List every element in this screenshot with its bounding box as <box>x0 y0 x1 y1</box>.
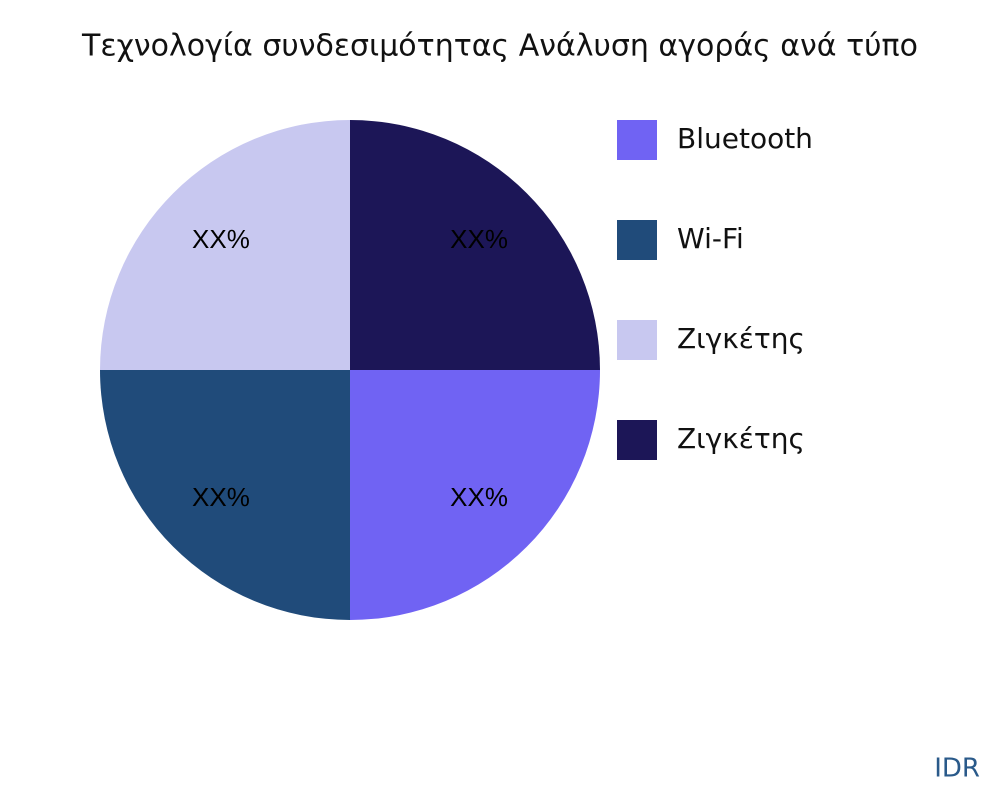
watermark: IDR <box>934 754 980 784</box>
legend-label: Wi-Fi <box>677 222 744 255</box>
pie-slice <box>350 120 600 370</box>
pie-slice <box>100 370 350 620</box>
chart-title: Τεχνολογία συνδεσιμότητας Ανάλυση αγοράς… <box>81 29 918 64</box>
data-label: XX% <box>192 224 250 254</box>
legend-label: Ζιγκέτης <box>677 422 805 455</box>
data-label: XX% <box>192 482 250 512</box>
legend-swatch <box>617 220 657 260</box>
legend-label: Ζιγκέτης <box>677 322 805 355</box>
legend-swatch <box>617 420 657 460</box>
legend-label: Bluetooth <box>677 122 813 155</box>
pie-slice <box>100 120 350 370</box>
data-label: XX% <box>450 224 508 254</box>
data-label: XX% <box>450 482 508 512</box>
legend-swatch <box>617 320 657 360</box>
legend-swatch <box>617 120 657 160</box>
pie-slice <box>350 370 600 620</box>
